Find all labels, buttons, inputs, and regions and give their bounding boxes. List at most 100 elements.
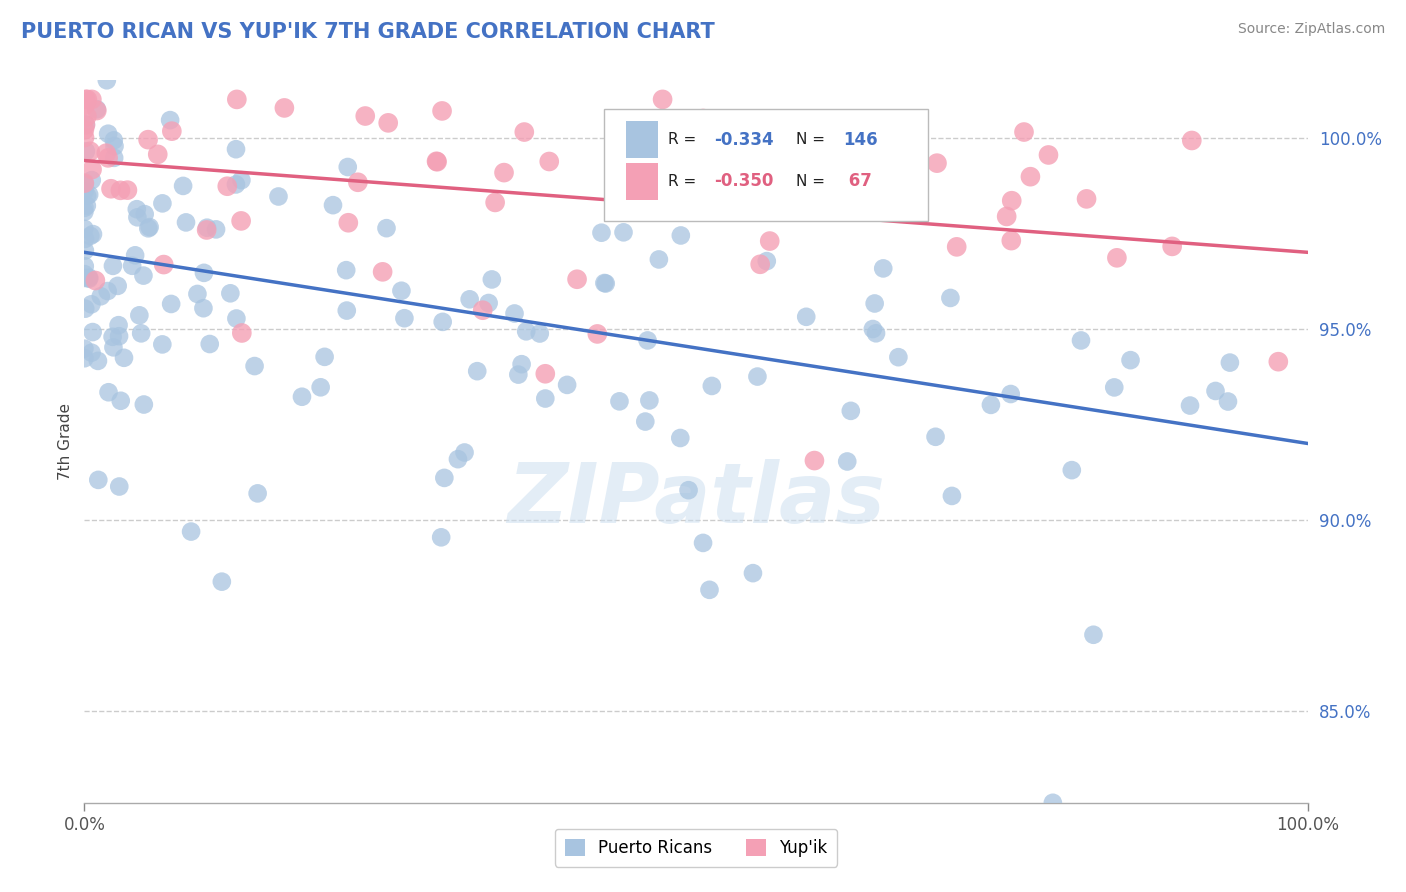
Point [941, 489, 963, 503]
Point [134, 207, 156, 221]
Point [97, 151, 120, 165]
Point [699, 582, 721, 597]
Point [513, 125, 536, 139]
Point [870, 183, 893, 197]
Point [73, 98, 96, 112]
Point [87, 473, 110, 487]
Point [529, 326, 551, 341]
Text: R =: R = [668, 132, 702, 147]
Point [508, 368, 530, 382]
Point [225, 92, 247, 106]
Point [377, 116, 399, 130]
Point [742, 566, 765, 581]
Point [1012, 125, 1035, 139]
Point [107, 279, 129, 293]
Point [73, 204, 96, 219]
Point [855, 178, 877, 192]
Point [76, 109, 98, 123]
Point [1060, 463, 1083, 477]
Point [1019, 169, 1042, 184]
Point [84, 273, 107, 287]
Point [96, 146, 118, 161]
Point [80, 173, 103, 187]
Point [73, 259, 96, 273]
Point [174, 215, 197, 229]
Point [1216, 394, 1239, 409]
Point [73, 177, 96, 191]
Point [90, 289, 112, 303]
Point [669, 431, 692, 445]
Point [637, 334, 659, 348]
Point [79, 145, 101, 159]
Point [73, 130, 96, 145]
Point [73, 221, 96, 235]
Point [1205, 384, 1227, 398]
Point [755, 254, 778, 268]
Point [77, 187, 100, 202]
Point [124, 248, 146, 262]
Point [101, 330, 124, 344]
Point [465, 364, 488, 378]
Point [862, 322, 884, 336]
Point [159, 113, 181, 128]
Point [231, 326, 253, 340]
Point [291, 390, 314, 404]
Point [669, 228, 692, 243]
Text: ZIPatlas: ZIPatlas [508, 458, 884, 540]
Text: Source: ZipAtlas.com: Source: ZipAtlas.com [1237, 22, 1385, 37]
Point [1267, 354, 1289, 368]
Point [433, 471, 456, 485]
Point [103, 151, 125, 165]
Point [75, 301, 97, 316]
Point [79, 228, 101, 243]
Point [481, 272, 503, 286]
Point [337, 216, 360, 230]
Point [75, 118, 97, 132]
Point [758, 234, 780, 248]
Point [995, 210, 1018, 224]
Point [538, 154, 561, 169]
Point [127, 211, 149, 225]
Text: N =: N = [796, 132, 830, 147]
Point [692, 112, 714, 126]
Point [1161, 239, 1184, 253]
Point [1083, 628, 1105, 642]
Point [754, 172, 776, 186]
Point [73, 244, 96, 258]
Point [225, 178, 247, 192]
Point [749, 257, 772, 271]
Point [394, 311, 416, 326]
Point [692, 536, 714, 550]
Point [375, 221, 398, 235]
Point [1104, 380, 1126, 394]
Point [453, 445, 475, 459]
Point [945, 240, 967, 254]
Point [108, 479, 131, 493]
Point [603, 189, 626, 203]
Point [86, 103, 108, 118]
Point [484, 195, 506, 210]
Point [1178, 399, 1201, 413]
Point [225, 311, 247, 326]
Point [132, 268, 155, 283]
Point [75, 92, 97, 106]
Point [1070, 334, 1092, 348]
Point [700, 379, 723, 393]
Point [503, 306, 526, 320]
Point [73, 184, 96, 198]
Point [430, 103, 453, 118]
Point [112, 351, 135, 365]
Point [371, 265, 394, 279]
Point [96, 73, 118, 87]
Point [648, 252, 671, 267]
Point [638, 393, 661, 408]
Point [865, 326, 887, 341]
Point [75, 232, 97, 246]
Point [322, 198, 344, 212]
Point [73, 176, 96, 190]
Point [534, 367, 557, 381]
Point [430, 530, 453, 544]
Point [1119, 353, 1142, 368]
Point [1000, 234, 1022, 248]
Point [217, 179, 239, 194]
